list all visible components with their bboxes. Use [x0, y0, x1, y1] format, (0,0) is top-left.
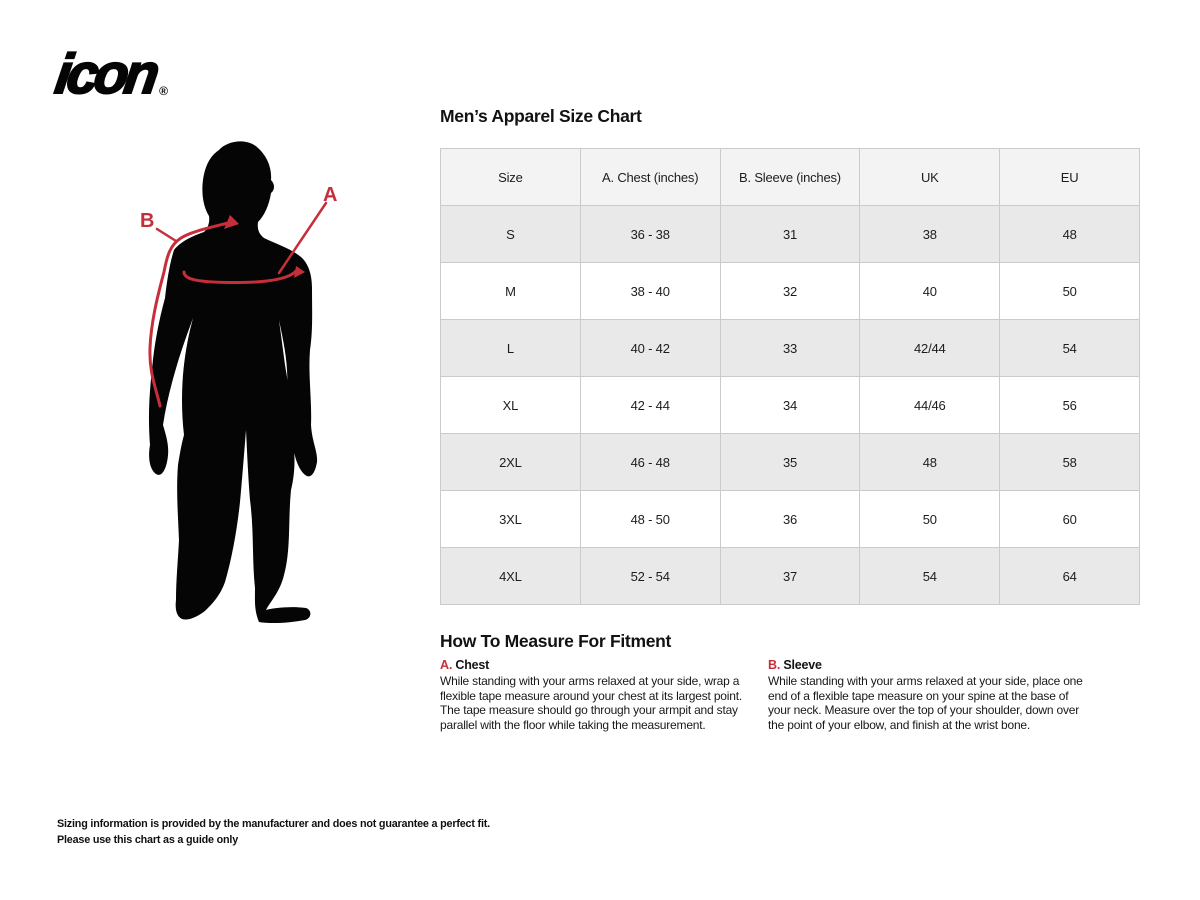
table-cell: 56 — [999, 376, 1140, 434]
brand-logo-text: icon — [51, 41, 161, 106]
label-b: B — [140, 210, 154, 232]
table-cell: S — [440, 205, 581, 263]
table-row: 2XL 46 - 48 35 48 58 — [440, 433, 1140, 491]
label-a: A — [323, 184, 337, 206]
header-row: Size A. Chest (inches) B. Sleeve (inches) U… — [440, 148, 1140, 206]
table-cell: 60 — [999, 490, 1140, 548]
table-row: M 38 - 40 32 40 50 — [440, 262, 1140, 320]
measure-letter-b: B. — [768, 658, 781, 672]
column-header: Size — [440, 148, 581, 206]
measure-name-sleeve: Sleeve — [783, 658, 822, 672]
table-cell: 2XL — [440, 433, 581, 491]
table-cell: 54 — [999, 319, 1140, 377]
registered-trademark-icon: ® — [159, 84, 168, 98]
table-cell: 44/46 — [859, 376, 1001, 434]
size-table-head: Size A. Chest (inches) B. Sleeve (inches) U… — [440, 148, 1140, 206]
table-cell: 40 — [859, 262, 1001, 320]
table-cell: 42/44 — [859, 319, 1001, 377]
column-header: A. Chest (inches) — [579, 148, 721, 206]
table-cell: 42 - 44 — [579, 376, 721, 434]
measurement-figure: A B — [60, 130, 420, 690]
measure-name-chest: Chest — [455, 658, 490, 672]
table-cell: 48 — [859, 433, 1001, 491]
table-cell: M — [440, 262, 581, 320]
table-cell: 54 — [859, 547, 1001, 605]
column-header: B. Sleeve (inches) — [719, 148, 861, 206]
table-cell: 50 — [859, 490, 1001, 548]
sleeve-measure-line — [148, 221, 230, 408]
size-table: Size A. Chest (inches) B. Sleeve (inches) U… — [440, 148, 1140, 605]
measure-heading: How To Measure For Fitment — [440, 631, 672, 651]
measure-section-chest: A. Chest While standing with your arms r… — [440, 658, 755, 732]
table-row: XL 42 - 44 34 44/46 56 — [440, 376, 1140, 434]
table-cell: 48 - 50 — [579, 490, 721, 548]
table-row: L 40 - 42 33 42/44 54 — [440, 319, 1140, 377]
table-cell: 38 — [859, 205, 1001, 263]
male-silhouette-diagram: A B — [140, 141, 337, 624]
table-cell: 36 — [719, 490, 861, 548]
measure-subheading-sleeve: B. Sleeve — [768, 658, 1143, 672]
label-b-leader-line — [155, 227, 178, 243]
measure-section-sleeve: B. Sleeve While standing with your arms … — [768, 658, 1143, 732]
table-cell: XL — [440, 376, 581, 434]
brand-logo: icon ® — [51, 41, 168, 106]
table-cell: 35 — [719, 433, 861, 491]
male-silhouette — [148, 141, 318, 624]
table-row: S 36 - 38 31 38 48 — [440, 205, 1140, 263]
table-row: 3XL 48 - 50 36 50 60 — [440, 490, 1140, 548]
table-cell: 46 - 48 — [579, 433, 721, 491]
table-cell: 37 — [719, 547, 861, 605]
table-row: 4XL 52 - 54 37 54 64 — [440, 547, 1140, 605]
chest-arrowhead-icon — [294, 266, 305, 278]
table-cell: 4XL — [440, 547, 581, 605]
disclaimer-text: Sizing information is provided by the ma… — [57, 818, 490, 846]
table-cell: 32 — [719, 262, 861, 320]
column-header: EU — [999, 148, 1140, 206]
table-cell: 34 — [719, 376, 861, 434]
table-cell: 64 — [999, 547, 1140, 605]
label-a-leader-line — [277, 201, 328, 275]
measure-text-chest: While standing with your arms relaxed at… — [440, 674, 742, 732]
column-header: UK — [859, 148, 1001, 206]
measure-letter-a: A. — [440, 658, 453, 672]
sleeve-arrowhead-icon — [224, 215, 239, 229]
table-cell: 50 — [999, 262, 1140, 320]
table-cell: 3XL — [440, 490, 581, 548]
table-cell: 33 — [719, 319, 861, 377]
measure-text-sleeve: While standing with your arms relaxed at… — [768, 674, 1083, 732]
measure-subheading-chest: A. Chest — [440, 658, 755, 672]
table-cell: 38 - 40 — [579, 262, 721, 320]
table-cell: L — [440, 319, 581, 377]
table-cell: 52 - 54 — [579, 547, 721, 605]
table-cell: 58 — [999, 433, 1140, 491]
table-cell: 31 — [719, 205, 861, 263]
table-cell: 36 - 38 — [579, 205, 721, 263]
size-chart-title: Men’s Apparel Size Chart — [440, 106, 642, 126]
table-cell: 48 — [999, 205, 1140, 263]
size-table-body: S 36 - 38 31 38 48 M 38 - 40 32 40 50 L 40 - 42 33 42… — [440, 205, 1140, 605]
chest-measure-line — [182, 269, 298, 285]
table-cell: 40 - 42 — [579, 319, 721, 377]
